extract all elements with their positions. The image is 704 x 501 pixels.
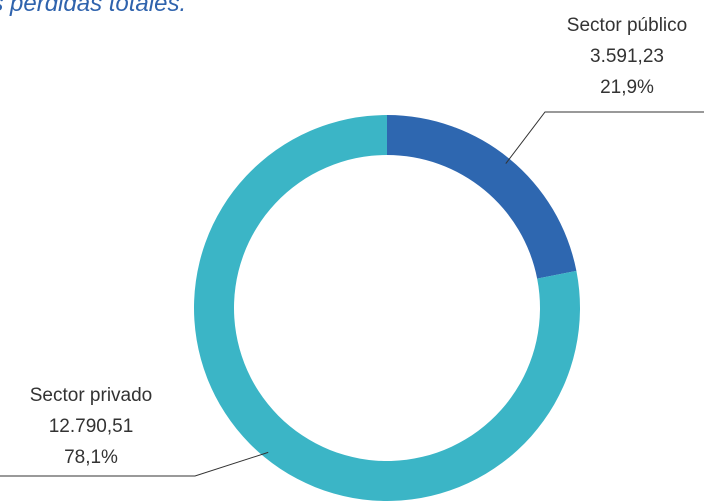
leader-lines: [0, 111, 704, 477]
leader-line-publico: [505, 111, 704, 164]
slice-sector-publico: [387, 115, 577, 279]
label-privado-value: 12.790,51: [49, 416, 134, 437]
label-publico-value: 3.591,23: [590, 46, 664, 67]
label-privado-name: Sector privado: [30, 385, 153, 406]
labels-layer: Sector público 3.591,23 21,9% Sector pri…: [30, 15, 687, 468]
label-publico-percent: 21,9%: [600, 77, 654, 98]
label-publico-name: Sector público: [567, 15, 687, 36]
leader-line-privado: [0, 451, 269, 477]
chart-title: as pérdidas totales.: [0, 0, 187, 17]
slices-layer: [194, 115, 580, 501]
label-privado-percent: 78,1%: [64, 447, 118, 468]
